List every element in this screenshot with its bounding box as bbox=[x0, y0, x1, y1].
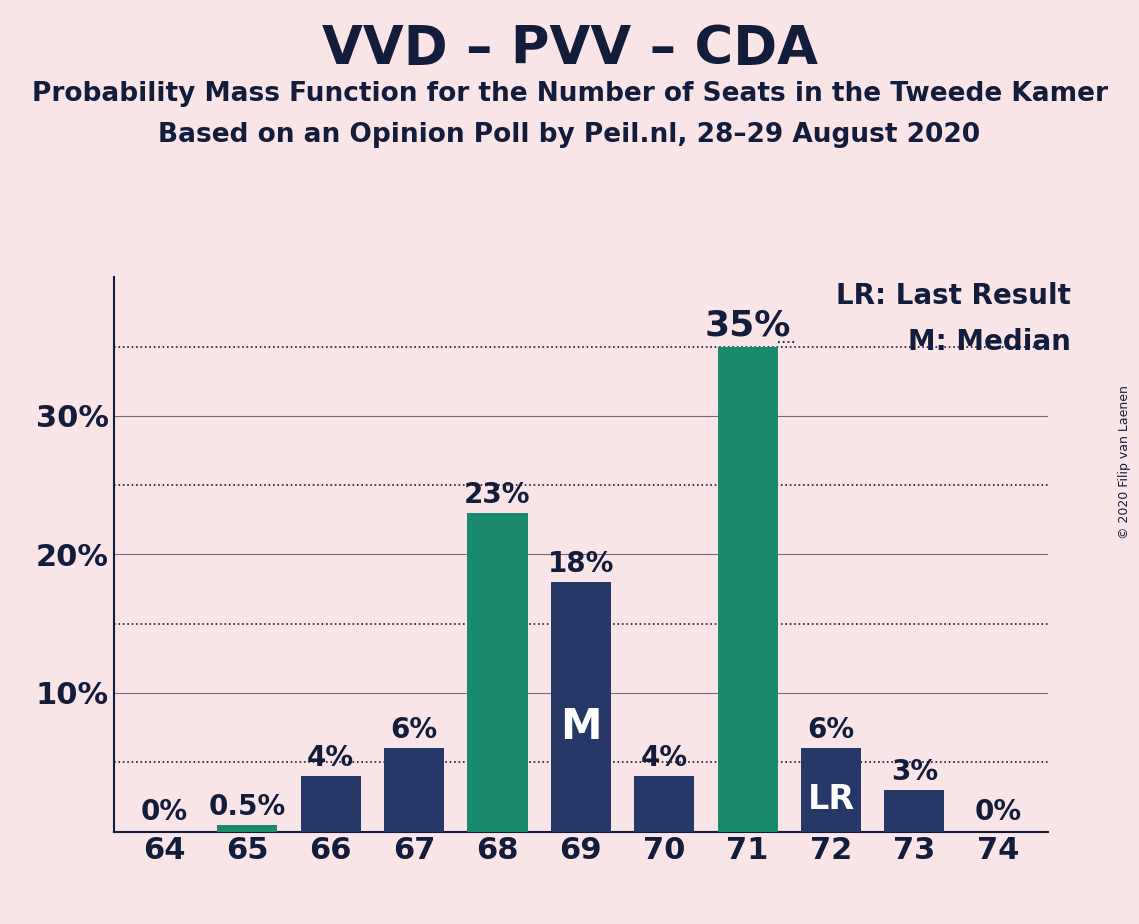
Bar bbox=[718, 346, 778, 832]
Text: © 2020 Filip van Laenen: © 2020 Filip van Laenen bbox=[1118, 385, 1131, 539]
Text: M: Median: M: Median bbox=[908, 328, 1071, 356]
Text: M: M bbox=[560, 706, 601, 748]
Text: 35%: 35% bbox=[705, 309, 790, 343]
Text: 4%: 4% bbox=[308, 744, 354, 772]
Bar bbox=[634, 776, 695, 832]
Text: 0%: 0% bbox=[140, 798, 188, 826]
Text: 18%: 18% bbox=[548, 550, 614, 578]
Text: 6%: 6% bbox=[391, 716, 437, 745]
Text: 4%: 4% bbox=[641, 744, 688, 772]
Text: Based on an Opinion Poll by Peil.nl, 28–29 August 2020: Based on an Opinion Poll by Peil.nl, 28–… bbox=[158, 122, 981, 148]
Text: VVD – PVV – CDA: VVD – PVV – CDA bbox=[321, 23, 818, 75]
Bar bbox=[301, 776, 361, 832]
Text: Probability Mass Function for the Number of Seats in the Tweede Kamer: Probability Mass Function for the Number… bbox=[32, 81, 1107, 107]
Text: 23%: 23% bbox=[465, 480, 531, 508]
Text: 0%: 0% bbox=[974, 798, 1022, 826]
Text: 0.5%: 0.5% bbox=[208, 793, 286, 821]
Text: LR: LR bbox=[808, 784, 854, 817]
Bar bbox=[551, 582, 611, 832]
Bar bbox=[384, 748, 444, 832]
Text: LR: Last Result: LR: Last Result bbox=[836, 282, 1071, 310]
Bar bbox=[467, 513, 527, 832]
Bar bbox=[218, 824, 278, 832]
Bar bbox=[884, 790, 944, 832]
Text: 6%: 6% bbox=[808, 716, 854, 745]
Text: 3%: 3% bbox=[891, 758, 939, 785]
Bar bbox=[801, 748, 861, 832]
